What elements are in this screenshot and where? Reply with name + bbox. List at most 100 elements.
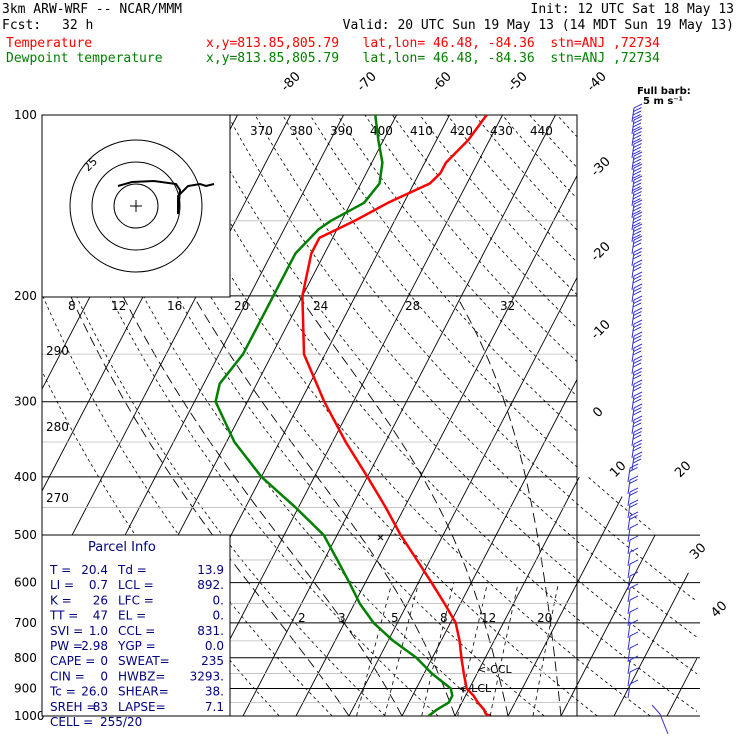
lcl-marker: <-LCL: [458, 682, 492, 695]
parcel-param-value: 255/20: [100, 715, 142, 729]
wind-barb-flag: [633, 443, 642, 448]
wind-barb-flag: [629, 571, 639, 577]
isotherm-label: 10: [607, 459, 629, 481]
wind-barb-flag: [633, 427, 643, 433]
wind-barb-flag: [633, 131, 642, 136]
wind-barb-flag: [633, 431, 642, 436]
full-barb-label: Full barb:: [637, 86, 691, 97]
wind-barb-flag: [632, 386, 642, 392]
pressure-label: 900: [14, 681, 37, 695]
theta-label: 410: [410, 124, 433, 138]
wind-barb-flag: [633, 239, 642, 244]
wind-barb-flag: [632, 194, 642, 200]
wind-barb-flag: [633, 343, 643, 349]
wind-barb-flag: [632, 362, 642, 368]
el-tick: [377, 534, 384, 541]
wind-barb-flag: [629, 487, 639, 493]
wind-barb: [627, 671, 631, 687]
wind-barb-flag: [629, 583, 639, 589]
hodograph-ring: [113, 183, 159, 229]
wind-barb-flag: [629, 679, 639, 685]
pressure-label: 600: [14, 576, 37, 590]
adiabat-label: 270: [46, 491, 69, 505]
wind-speed-label: 16: [167, 299, 182, 313]
moist-adiabat: [193, 295, 456, 716]
parcel-info-box: Parcel Info T = 20.4 Td = 13.9 LI = 0.7 LCL = 89…: [41, 534, 231, 729]
parcel-param-value: 1.0: [89, 624, 108, 638]
adiabat-label: 290: [46, 344, 69, 358]
hodograph-ring: [69, 139, 203, 273]
parcel-param-value: 831.: [197, 624, 224, 638]
isotherm-label: -40: [584, 69, 610, 95]
wind-barbs: Full barb:5 m s⁻¹: [627, 86, 691, 735]
wind-barb-flag: [633, 175, 643, 181]
wind-barb-flag: [633, 227, 642, 232]
wind-barb-flag: [632, 150, 641, 155]
wind-barb-flag: [633, 319, 643, 325]
parcel-param-value: 0.: [213, 609, 224, 623]
full-barb-value: 5 m s⁻¹: [643, 96, 683, 107]
wind-barb: [627, 611, 631, 627]
wind-barb-flag: [632, 398, 642, 404]
mixing-ratio-line: [356, 582, 393, 716]
parcel-param-label: Td =: [117, 563, 147, 577]
wind-barb-flag: [633, 371, 642, 376]
parcel-param-label: CELL =: [50, 715, 93, 729]
wind-barb-flag: [629, 631, 639, 637]
wind-barb-flag: [633, 407, 642, 412]
wind-barb-flag: [632, 242, 642, 248]
moist-adiabat: [298, 295, 509, 716]
parcel-param-label: SWEAT=: [118, 654, 170, 668]
parcel-param-label: T =: [49, 563, 71, 577]
pressure-label: 1000: [14, 709, 45, 723]
wind-speed-label: 12: [111, 299, 126, 313]
wind-barb-flag: [633, 247, 643, 253]
wind-barb: [627, 575, 631, 591]
hodograph-ring: [91, 161, 181, 251]
wind-barb-flag: [632, 182, 642, 188]
wind-barb-flag: [633, 395, 642, 400]
parcel-param-label: SVI =: [50, 624, 83, 638]
dry-adiabat: [227, 115, 697, 716]
theta-label: 400: [370, 124, 393, 138]
surface-barb: [651, 704, 669, 735]
wind-barb-flag: [633, 187, 643, 193]
wind-barb-flag: [632, 446, 642, 452]
parcel-param-label: SREH =: [50, 700, 96, 714]
parcel-param-value: 2.98: [81, 639, 108, 653]
wind-barb-flag: [632, 410, 642, 416]
theta-label: 380: [290, 124, 313, 138]
wind-barb-flag: [629, 667, 639, 673]
wind-barb-flag: [632, 278, 642, 284]
wind-barb-flag: [632, 218, 642, 224]
parcel-param-label: LFC =: [118, 593, 154, 607]
wind-barb-flag: [632, 350, 642, 356]
parcel-param-value: 0.7: [89, 578, 108, 592]
isotherm-label: -50: [505, 69, 531, 95]
temperature-station-info: x,y=813.85,805.79 lat,lon= 46.48, -84.36…: [206, 36, 660, 51]
pressure-label: 400: [14, 470, 37, 484]
wind-speed-label: 24: [313, 299, 328, 313]
theta-label: 370: [250, 124, 273, 138]
isotherm: [242, 115, 556, 716]
wind-barb-flag: [629, 511, 639, 517]
wind-barb-flag: [632, 338, 642, 344]
wind-barb-flag: [633, 415, 643, 421]
isotherm-label: -20: [588, 239, 614, 265]
parcel-param-value: 0: [100, 654, 108, 668]
wind-barb: [627, 635, 631, 651]
wind-barb: [627, 659, 631, 675]
wind-barb-flag: [632, 326, 642, 332]
wind-barb-flag: [632, 206, 642, 212]
wind-barb-flag: [632, 374, 642, 380]
wind-barb-flag: [629, 595, 639, 601]
ccl-marker: <-CCL: [477, 663, 513, 676]
wind-barb-flag: [633, 151, 643, 157]
wind-barb-flag: [633, 295, 643, 301]
dewpoint-profile: [214, 115, 454, 716]
dry-adiabat: [254, 115, 697, 716]
wind-barb-flag: [633, 223, 643, 229]
isotherm-label: -80: [278, 69, 304, 95]
parcel-info-title: Parcel Info: [88, 540, 156, 555]
mixing-ratio-label: 5: [391, 611, 399, 625]
